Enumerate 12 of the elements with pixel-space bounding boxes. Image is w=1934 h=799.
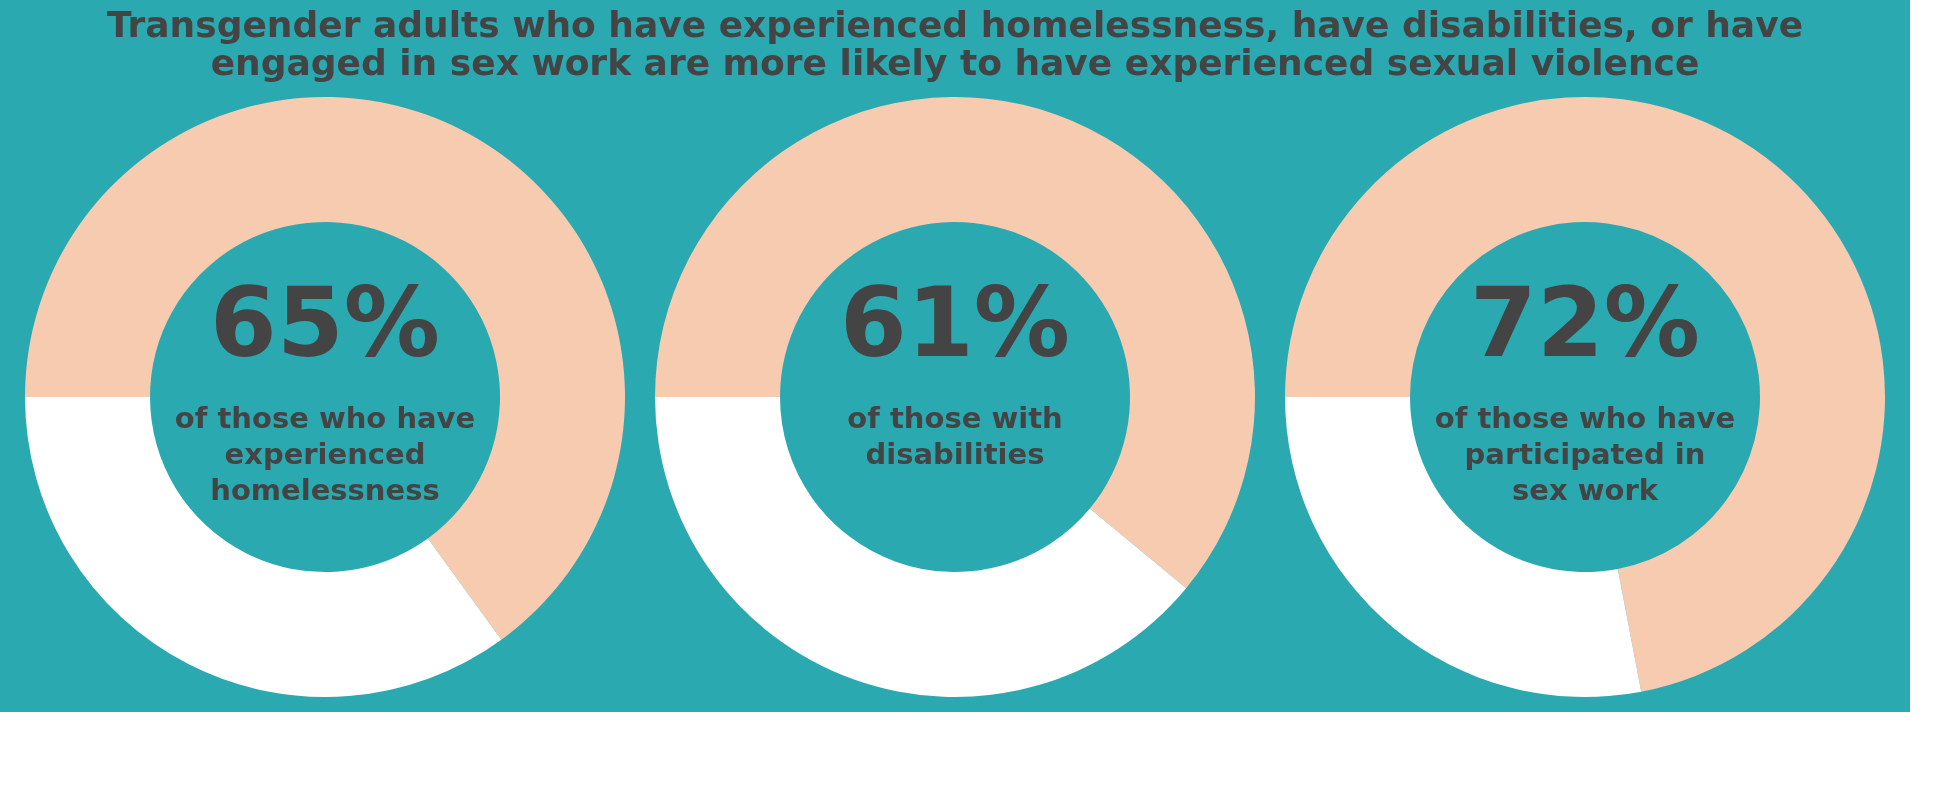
data-label: 65% xyxy=(210,267,440,379)
donut-slice xyxy=(25,397,502,697)
data-label: 72% xyxy=(1470,267,1700,379)
donut-slice xyxy=(655,97,1255,589)
text: of those with disabilities xyxy=(847,401,1063,471)
donut-slice xyxy=(655,397,1187,697)
data-label: 61% xyxy=(840,267,1070,379)
text: of those who have participated in sex work xyxy=(1434,401,1736,507)
text: Transgender adults who have experienced homelessness, have disabilities, or have xyxy=(106,4,1804,45)
donut-slice xyxy=(1285,97,1885,692)
donut-slice xyxy=(25,97,625,640)
text: of those who have experienced homelessness xyxy=(174,401,476,507)
